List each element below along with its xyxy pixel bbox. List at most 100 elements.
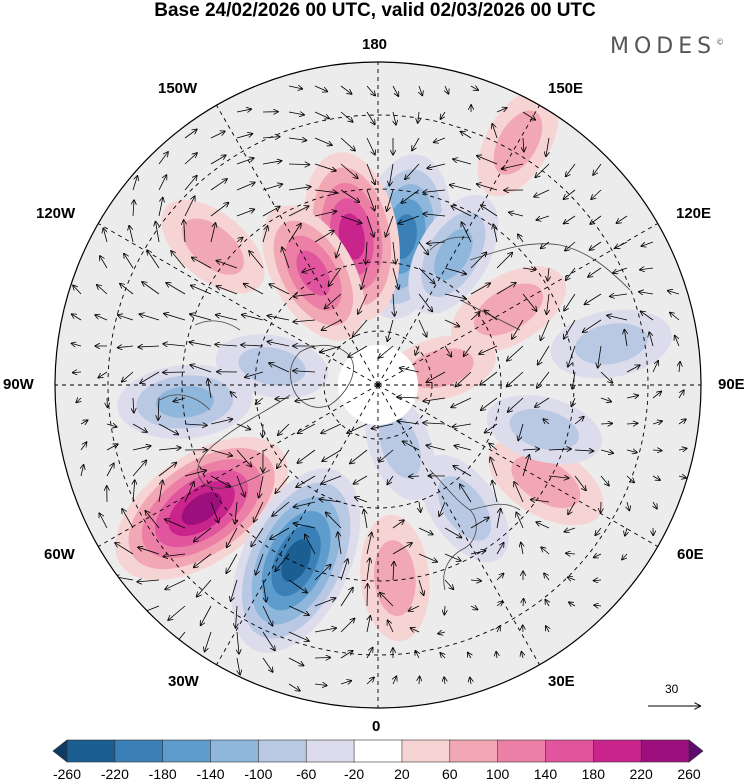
wind-vector bbox=[379, 345, 394, 358]
wind-vector bbox=[460, 484, 472, 503]
colorbar-swatch bbox=[162, 739, 212, 763]
wind-vector bbox=[173, 398, 186, 401]
wind-vector bbox=[324, 293, 342, 309]
wind-vector bbox=[262, 226, 268, 243]
wind-vector bbox=[641, 311, 654, 321]
wind-vector bbox=[97, 285, 108, 295]
wind-vector bbox=[296, 475, 316, 487]
wind-vector bbox=[216, 261, 238, 269]
wind-vector bbox=[366, 677, 374, 685]
wind-vector bbox=[314, 111, 329, 118]
wind-vector bbox=[259, 475, 264, 498]
wind-vector bbox=[71, 343, 82, 346]
wind-vector bbox=[288, 112, 304, 115]
wind-vector bbox=[678, 448, 687, 450]
colorbar-swatch bbox=[114, 739, 164, 763]
wind-vector bbox=[189, 342, 212, 347]
wind-vector bbox=[508, 397, 524, 412]
wind-vector bbox=[490, 457, 498, 477]
colorbar-swatch bbox=[210, 739, 260, 763]
wind-vector bbox=[294, 501, 316, 507]
wind-vector bbox=[427, 163, 446, 168]
anomaly-contour bbox=[281, 539, 311, 582]
anomaly-contour bbox=[182, 218, 244, 275]
wind-vector bbox=[76, 398, 81, 402]
wind-vector bbox=[272, 501, 290, 516]
anomaly-center-4 bbox=[161, 199, 265, 294]
colorbar-swatch bbox=[305, 739, 355, 763]
coastline-north-america bbox=[159, 320, 291, 489]
wind-vector bbox=[496, 601, 503, 606]
wind-vector bbox=[275, 475, 290, 493]
wind-vector bbox=[106, 463, 114, 477]
wind-vector bbox=[321, 475, 342, 484]
wind-vector bbox=[393, 111, 396, 125]
wind-vector bbox=[523, 137, 524, 152]
wind-vector bbox=[569, 602, 576, 606]
wind-vector bbox=[419, 501, 421, 512]
wind-vector bbox=[512, 319, 524, 339]
wind-vectors bbox=[71, 86, 686, 691]
anomaly-center-13 bbox=[486, 395, 602, 465]
wind-vector bbox=[197, 579, 212, 597]
wind-vector bbox=[496, 543, 504, 555]
wind-vector bbox=[389, 163, 394, 186]
wind-vector bbox=[210, 155, 226, 165]
wind-vector bbox=[293, 294, 316, 296]
colorbar-tick-label: 100 bbox=[485, 766, 510, 782]
wind-vector bbox=[347, 423, 368, 433]
wind-vector bbox=[302, 267, 316, 272]
wind-vector bbox=[184, 129, 197, 139]
colorbar-swatch bbox=[545, 739, 595, 763]
wind-vector bbox=[439, 501, 446, 516]
wind-vector bbox=[454, 446, 472, 451]
anomaly-contour bbox=[379, 413, 422, 479]
wind-vector bbox=[256, 553, 264, 575]
wind-vector bbox=[288, 657, 304, 666]
wind-vector bbox=[541, 241, 550, 248]
wind-vector bbox=[574, 475, 586, 490]
wind-vector bbox=[492, 481, 498, 503]
wind-vector bbox=[415, 345, 419, 355]
wind-vector bbox=[392, 543, 412, 555]
wind-vector bbox=[423, 190, 446, 192]
wind-vector bbox=[613, 267, 628, 273]
wind-vector bbox=[545, 600, 549, 607]
wind-vector bbox=[423, 214, 446, 216]
wind-vector bbox=[507, 371, 524, 387]
wind-vector bbox=[236, 449, 251, 467]
wind-vector bbox=[210, 223, 216, 243]
wind-vector bbox=[444, 267, 466, 274]
wind-vector bbox=[210, 419, 232, 425]
wind-vector bbox=[640, 268, 654, 270]
wind-vector bbox=[415, 651, 419, 659]
wind-vector bbox=[410, 628, 420, 632]
colorbar-swatch bbox=[353, 739, 403, 763]
wind-vector bbox=[210, 449, 232, 456]
wind-vector bbox=[427, 242, 446, 243]
wind-vector bbox=[544, 573, 550, 581]
wind-vector bbox=[470, 551, 486, 554]
wind-vector bbox=[393, 562, 394, 581]
wind-vector bbox=[322, 449, 342, 461]
wind-vector bbox=[358, 293, 368, 314]
wind-vector bbox=[444, 677, 445, 685]
wind-vector bbox=[412, 137, 420, 150]
wind-vector bbox=[568, 577, 576, 580]
wind-vector bbox=[464, 345, 472, 356]
wind-vector bbox=[564, 215, 576, 224]
wind-vector bbox=[132, 423, 147, 432]
wind-vector bbox=[470, 606, 478, 610]
wind-vector bbox=[72, 314, 82, 321]
wind-vector bbox=[653, 501, 657, 509]
wind-vector bbox=[571, 397, 575, 406]
wind-vector bbox=[518, 234, 524, 243]
wind-vector bbox=[73, 285, 82, 295]
wind-vector bbox=[485, 423, 498, 433]
wind-vector bbox=[251, 527, 264, 547]
wind-vector bbox=[80, 442, 87, 451]
wind-vector bbox=[288, 579, 307, 593]
anomaly-contour bbox=[574, 323, 648, 365]
wind-vector bbox=[398, 215, 420, 224]
wind-vector bbox=[600, 398, 611, 402]
